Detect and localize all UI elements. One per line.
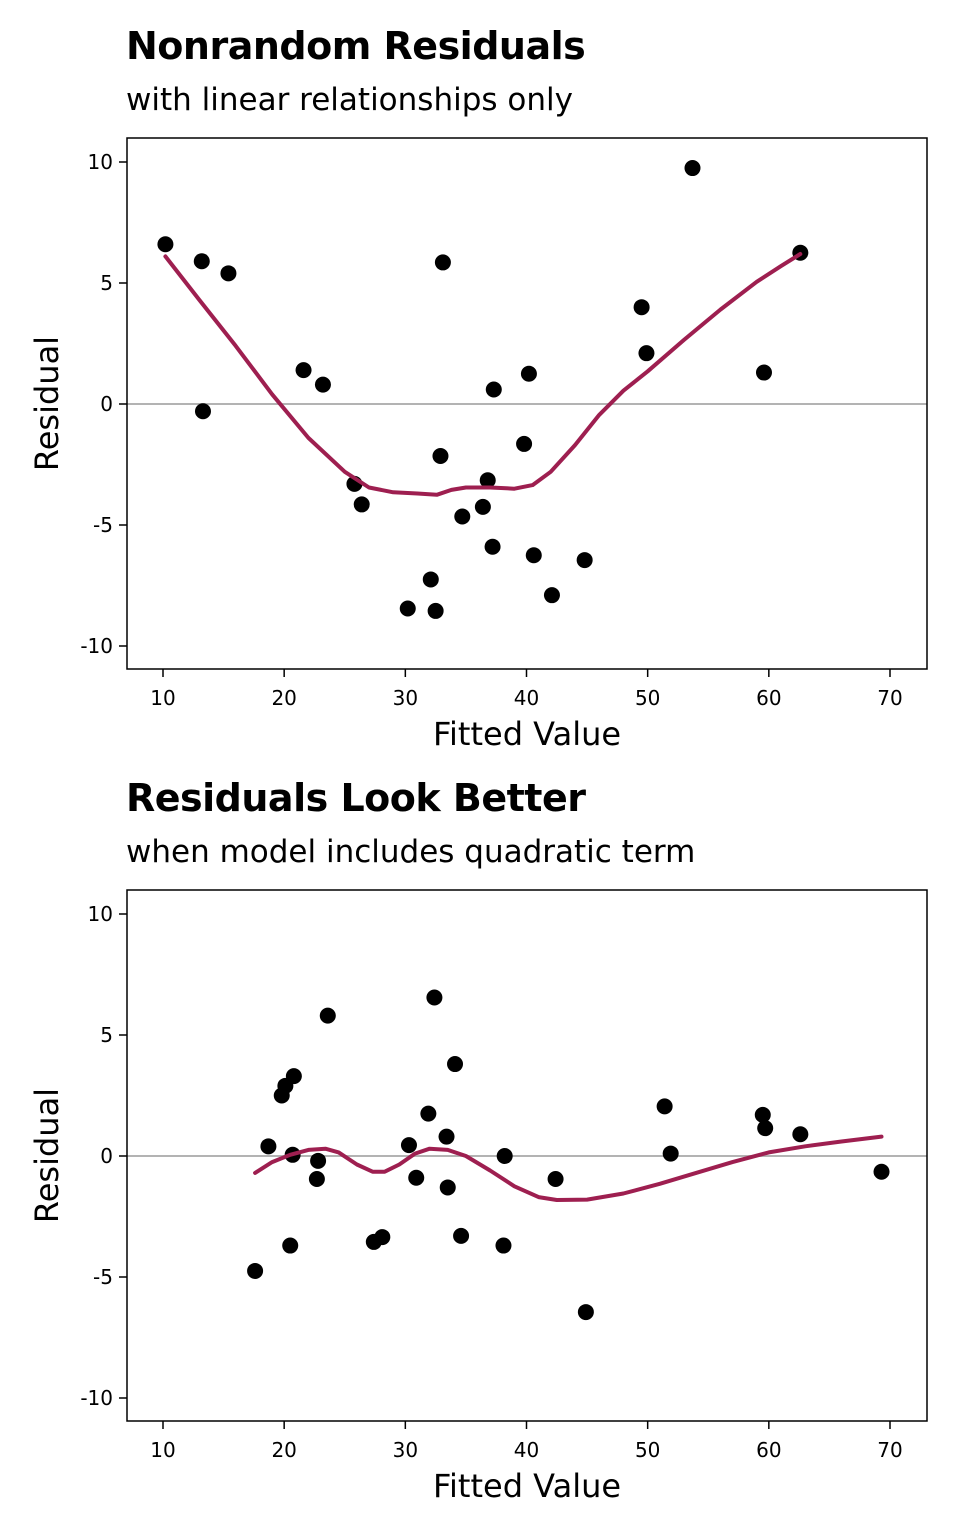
- x-tick-label: 50: [635, 1438, 660, 1462]
- y-tick-label: 0: [100, 1144, 113, 1168]
- data-point: [656, 1098, 673, 1115]
- x-tick-label: 10: [150, 1438, 175, 1462]
- data-point: [662, 1145, 679, 1162]
- y-tick-label: 5: [100, 1023, 113, 1047]
- data-point: [353, 496, 370, 513]
- data-point: [193, 253, 210, 270]
- data-point: [525, 547, 542, 564]
- x-tick-label: 50: [635, 686, 660, 710]
- data-point: [438, 1128, 455, 1145]
- smooth-trend-line: [253, 1134, 884, 1202]
- data-point: [295, 362, 312, 379]
- data-point: [260, 1138, 277, 1155]
- data-point: [754, 1106, 771, 1123]
- data-point: [399, 600, 416, 617]
- data-point: [319, 1007, 336, 1024]
- data-point: [684, 160, 701, 177]
- y-tick-label: -10: [80, 1386, 113, 1410]
- data-point: [792, 1126, 809, 1143]
- data-point: [516, 435, 533, 452]
- data-point: [484, 538, 501, 555]
- scatter-plot-2: 10 20 30 40 50 60 70 -10 -5 0 5 10 Fitted Value Resid…: [28, 889, 928, 1505]
- data-point: [479, 472, 496, 489]
- x-tick-label: 10: [150, 686, 175, 710]
- data-point: [194, 403, 211, 420]
- y-tick-label: 10: [88, 150, 113, 174]
- data-point: [400, 1137, 417, 1154]
- chart-panel-2: Residuals Look Better when model include…: [0, 752, 960, 1536]
- chart-subtitle: when model includes quadratic term: [126, 834, 696, 870]
- x-tick-label: 40: [514, 686, 539, 710]
- data-point: [638, 345, 655, 362]
- data-point: [426, 989, 443, 1006]
- data-point: [282, 1237, 299, 1254]
- data-point: [543, 587, 560, 604]
- data-point: [285, 1068, 302, 1085]
- chart-title: Residuals Look Better: [126, 776, 586, 820]
- x-tick-label: 60: [756, 1438, 781, 1462]
- x-tick-label: 60: [756, 686, 781, 710]
- data-point: [453, 1227, 470, 1244]
- y-axis-title: Residual: [28, 336, 66, 471]
- data-point: [422, 571, 439, 588]
- data-point: [310, 1152, 327, 1169]
- data-point: [157, 236, 174, 253]
- data-point: [247, 1262, 264, 1279]
- data-point: [633, 299, 650, 316]
- x-tick-label: 30: [393, 1438, 418, 1462]
- y-tick-label: -10: [80, 634, 113, 658]
- y-tick-label: 0: [100, 392, 113, 416]
- data-point: [520, 365, 537, 382]
- data-point: [485, 381, 502, 398]
- data-point: [873, 1163, 890, 1180]
- y-tick-label: 5: [100, 271, 113, 295]
- x-tick-label: 40: [514, 1438, 539, 1462]
- y-tick-label: -5: [93, 1265, 113, 1289]
- x-tick-label: 20: [271, 1438, 296, 1462]
- smooth-trend-line: [163, 252, 803, 497]
- data-point: [427, 602, 444, 619]
- y-tick-label: 10: [88, 902, 113, 926]
- x-tick-label: 70: [877, 1438, 902, 1462]
- data-point: [420, 1105, 437, 1122]
- scatter-plot-1: 10 20 30 40 50 60 70 -10 -5 0 5 10 Fitted Value Resid…: [28, 137, 928, 753]
- y-tick-label: -5: [93, 513, 113, 537]
- data-point: [432, 448, 449, 465]
- data-point: [314, 376, 331, 393]
- data-point: [374, 1229, 391, 1246]
- data-point: [496, 1148, 513, 1164]
- data-point: [220, 265, 237, 282]
- x-tick-label: 70: [877, 686, 902, 710]
- x-axis-title: Fitted Value: [433, 1467, 621, 1505]
- chart-title: Nonrandom Residuals: [126, 24, 586, 68]
- x-tick-label: 20: [271, 686, 296, 710]
- chart-subtitle: with linear relationships only: [126, 82, 573, 118]
- data-point: [454, 508, 471, 525]
- chart-panel-1: Nonrandom Residuals with linear relation…: [0, 0, 960, 760]
- y-axis-title: Residual: [28, 1088, 66, 1223]
- data-point: [474, 498, 491, 515]
- x-tick-label: 30: [393, 686, 418, 710]
- data-point: [447, 1056, 464, 1073]
- data-point: [577, 1304, 594, 1321]
- data-point: [439, 1179, 456, 1196]
- data-point: [308, 1170, 325, 1187]
- data-point: [547, 1170, 564, 1187]
- data-point: [576, 552, 593, 569]
- data-point: [495, 1237, 512, 1254]
- data-point: [434, 254, 451, 271]
- x-axis-title: Fitted Value: [433, 715, 621, 753]
- data-point: [755, 364, 772, 381]
- data-point: [408, 1169, 425, 1186]
- data-point: [757, 1120, 774, 1137]
